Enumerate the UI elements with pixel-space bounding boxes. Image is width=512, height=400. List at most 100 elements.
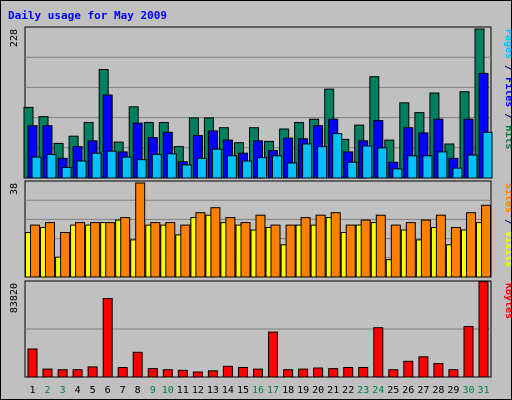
bar-kbytes-day-28 [433, 363, 444, 378]
x-tick-label: 21 [327, 385, 339, 396]
bar-sites-day-6 [105, 222, 116, 278]
bar-sites-day-30 [466, 212, 476, 278]
bar-pages-day-11 [181, 164, 192, 179]
bar-pages-day-31 [482, 131, 493, 179]
bar-sites-day-28 [435, 214, 446, 278]
bar-sites-day-17 [270, 224, 281, 278]
bar-pages-day-26 [407, 155, 418, 179]
legend-entry: Visits [503, 231, 511, 267]
bar-sites-day-25 [390, 224, 401, 278]
bar-pages-day-3 [61, 167, 72, 179]
bar-pages-day-21 [332, 133, 343, 179]
legend-top: Pages / Files / Hits [503, 29, 511, 149]
bar-pages-day-5 [91, 152, 102, 179]
x-tick-label: 14 [222, 385, 234, 396]
bar-sites-day-27 [420, 219, 431, 278]
x-tick-label: 11 [177, 385, 189, 396]
bar-sites-day-24 [375, 214, 386, 278]
x-tick-label: 28 [432, 385, 444, 396]
bar-kbytes-day-16 [253, 368, 263, 378]
bar-kbytes-day-21 [328, 368, 339, 378]
bar-sites-day-18 [285, 224, 296, 278]
bar-pages-day-22 [347, 161, 358, 179]
scale-label-bot: 83820 [9, 283, 20, 313]
bar-kbytes-day-10 [162, 369, 173, 378]
x-tick-label: 23 [357, 385, 369, 396]
bar-kbytes-day-31 [478, 281, 489, 378]
bar-sites-day-2 [45, 222, 55, 278]
bar-sites-day-11 [180, 224, 191, 278]
x-tick-label: 3 [60, 385, 66, 396]
bar-kbytes-day-17 [268, 331, 278, 378]
legend-entry: Hits [503, 125, 511, 149]
bar-kbytes-day-7 [117, 367, 128, 378]
x-tick-label: 7 [120, 385, 126, 396]
bar-pages-day-15 [242, 160, 252, 179]
bar-pages-day-24 [377, 147, 388, 179]
bar-pages-day-10 [166, 153, 177, 179]
scale-label-top: 228 [9, 29, 20, 47]
bar-kbytes-day-20 [313, 367, 324, 378]
x-tick-label: 13 [207, 385, 219, 396]
legend-mid: Sites / Visits [503, 183, 511, 267]
bar-kbytes-day-26 [403, 360, 414, 378]
x-tick-label: 9 [150, 385, 156, 396]
bar-pages-day-29 [452, 167, 463, 179]
bar-sites-day-5 [90, 222, 101, 278]
x-tick-label: 15 [237, 385, 249, 396]
bar-sites-day-31 [481, 204, 491, 278]
bar-sites-day-9 [150, 222, 161, 278]
bar-sites-day-1 [30, 224, 40, 278]
bar-kbytes-day-24 [373, 327, 384, 378]
bar-pages-day-16 [257, 157, 267, 179]
bar-pages-day-27 [422, 155, 433, 179]
x-tick-label: 27 [417, 385, 429, 396]
bar-kbytes-day-5 [87, 366, 98, 378]
bar-pages-day-1 [31, 156, 42, 179]
bar-sites-day-12 [195, 212, 206, 278]
bar-kbytes-day-11 [177, 369, 188, 378]
legend-bot: KBytes [503, 283, 511, 319]
bar-kbytes-day-6 [102, 298, 113, 378]
bar-sites-day-19 [300, 217, 311, 278]
x-tick-label: 29 [447, 385, 459, 396]
bar-kbytes-day-19 [298, 368, 309, 378]
bar-sites-day-4 [75, 222, 86, 278]
x-tick-label: 8 [135, 385, 141, 396]
bar-kbytes-day-29 [448, 369, 459, 378]
x-tick-label: 16 [252, 385, 264, 396]
legend-entry: / [503, 107, 511, 125]
bar-sites-day-10 [165, 222, 176, 278]
bar-pages-day-12 [196, 157, 207, 179]
x-tick-label: 5 [90, 385, 96, 396]
x-tick-label: 10 [162, 385, 174, 396]
bar-sites-day-14 [225, 217, 236, 278]
bar-sites-day-15 [240, 222, 251, 278]
x-tick-label: 17 [267, 385, 279, 396]
bar-kbytes-day-2 [42, 368, 53, 378]
x-tick-label: 22 [342, 385, 354, 396]
bar-kbytes-day-14 [222, 365, 233, 378]
x-tick-label: 18 [282, 385, 294, 396]
bar-kbytes-day-8 [132, 351, 143, 378]
bar-sites-day-3 [60, 232, 71, 278]
bar-kbytes-day-9 [147, 368, 158, 378]
bar-sites-day-21 [330, 212, 341, 278]
bar-pages-day-17 [272, 155, 282, 179]
bar-kbytes-day-27 [418, 356, 429, 378]
legend-entry: Files [503, 77, 511, 107]
bar-pages-day-9 [151, 154, 162, 179]
x-tick-label: 25 [387, 385, 399, 396]
bar-pages-day-23 [362, 145, 373, 179]
bar-sites-day-20 [315, 214, 326, 278]
bar-kbytes-day-4 [72, 369, 83, 378]
bar-sites-day-23 [360, 219, 371, 278]
chart-title: Daily usage for May 2009 [8, 9, 167, 22]
bar-sites-day-8 [135, 182, 146, 278]
x-tick-label: 20 [312, 385, 324, 396]
bar-sites-day-16 [255, 214, 266, 278]
bar-kbytes-day-12 [192, 371, 203, 378]
x-tick-label: 6 [105, 385, 111, 396]
bar-kbytes-day-22 [343, 367, 354, 378]
bar-kbytes-day-30 [463, 326, 474, 378]
